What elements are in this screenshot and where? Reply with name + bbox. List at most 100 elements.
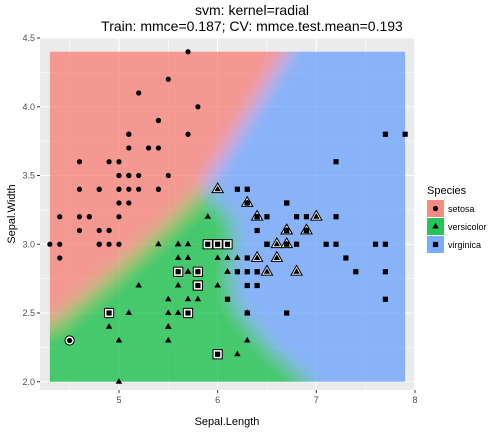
data-point-setosa [185, 49, 191, 55]
point-marker-circle [165, 172, 171, 179]
data-point-setosa [57, 214, 63, 220]
data-point-versicolor [135, 281, 142, 288]
x-tick-label: 7 [314, 395, 319, 405]
data-point-virginica [234, 186, 240, 192]
point-marker-square [343, 255, 349, 261]
data-point-versicolor [194, 295, 202, 302]
data-point-virginica [323, 241, 329, 247]
point-marker-circle [116, 186, 122, 192]
point-marker-triangle [184, 254, 192, 260]
point-marker-circle [136, 90, 142, 96]
point-marker-square [106, 310, 112, 316]
data-point-setosa [106, 227, 112, 234]
x-tick-label: 8 [412, 395, 417, 405]
point-marker-circle [96, 241, 102, 247]
point-marker-square [382, 131, 388, 137]
data-point-setosa [126, 172, 132, 179]
point-marker-triangle [174, 240, 182, 247]
point-marker-square [303, 227, 310, 234]
data-point-versicolor [184, 295, 192, 302]
point-marker-triangle [234, 254, 241, 260]
point-marker-circle [96, 227, 102, 234]
data-point-virginica [244, 200, 250, 206]
data-point-setosa [155, 117, 162, 124]
data-point-versicolor [174, 281, 182, 288]
data-point-virginica [212, 349, 223, 360]
point-marker-square [234, 186, 240, 192]
data-point-setosa [116, 241, 122, 247]
point-marker-square [254, 227, 260, 234]
data-point-setosa [76, 214, 83, 220]
legend-item-versicolor: versicolor [427, 218, 487, 235]
data-point-versicolor [214, 254, 221, 260]
legend-item-virginica: virginica [427, 236, 481, 253]
data-point-virginica [303, 214, 310, 220]
point-marker-circle [86, 214, 92, 220]
point-marker-circle [165, 76, 171, 82]
data-point-versicolor [174, 254, 182, 260]
data-point-setosa [116, 186, 122, 192]
data-point-versicolor [165, 295, 172, 302]
data-point-virginica [103, 307, 115, 319]
data-point-virginica [343, 255, 349, 261]
data-point-setosa [126, 145, 132, 151]
data-point-setosa [116, 159, 122, 165]
data-point-virginica [244, 310, 250, 316]
region-versicolor [49, 186, 312, 382]
data-point-virginica [254, 214, 260, 220]
region-setosa [49, 51, 287, 324]
point-marker-triangle [263, 268, 271, 274]
data-point-virginica [264, 241, 270, 247]
point-marker-square [224, 241, 231, 247]
data-point-virginica [372, 241, 379, 247]
point-marker-square [333, 159, 339, 165]
decision-regions [49, 51, 406, 382]
data-point-versicolor [224, 254, 231, 260]
data-point-setosa [106, 159, 112, 165]
point-marker-triangle [273, 254, 281, 260]
y-tick-label: 3.0 [22, 239, 35, 249]
point-marker-square [382, 296, 388, 302]
chart-title: svm: kernel=radial [195, 2, 309, 18]
point-marker-square [372, 241, 379, 247]
point-marker-circle [185, 49, 191, 55]
data-point-setosa [126, 200, 132, 206]
point-marker-circle [195, 104, 201, 110]
point-marker-square [244, 282, 250, 289]
point-marker-circle [145, 145, 152, 151]
point-marker-square [293, 214, 300, 220]
point-marker-circle [116, 214, 122, 220]
data-point-versicolor [184, 254, 192, 260]
data-point-versicolor [204, 213, 212, 219]
data-point-setosa [195, 104, 201, 110]
point-marker-square [264, 214, 270, 220]
data-point-versicolor [224, 268, 231, 274]
point-marker-triangle [214, 281, 221, 288]
point-marker-square [254, 214, 260, 220]
data-point-setosa [47, 241, 53, 247]
point-marker-triangle [105, 323, 113, 329]
data-point-virginica [284, 310, 290, 316]
data-point-virginica [284, 200, 290, 206]
data-point-versicolor [165, 336, 172, 343]
data-point-versicolor [234, 350, 241, 357]
point-marker-square [382, 269, 388, 275]
point-marker-circle [96, 186, 102, 192]
point-marker-circle [432, 205, 439, 212]
data-point-versicolor [309, 209, 323, 221]
point-marker-square [244, 310, 250, 316]
data-point-virginica [244, 186, 250, 192]
point-marker-triangle [115, 378, 123, 384]
data-point-virginica [254, 269, 260, 275]
point-marker-triangle [135, 281, 142, 288]
data-point-setosa [165, 76, 171, 82]
data-point-virginica [293, 241, 300, 247]
legend-item-setosa: setosa [427, 200, 475, 217]
data-point-setosa [155, 186, 162, 192]
data-point-virginica [173, 266, 184, 277]
region-group [49, 51, 406, 382]
x-tick-label: 5 [116, 395, 121, 405]
data-point-setosa [76, 186, 83, 192]
point-marker-circle [126, 186, 132, 192]
data-point-virginica [244, 269, 250, 275]
